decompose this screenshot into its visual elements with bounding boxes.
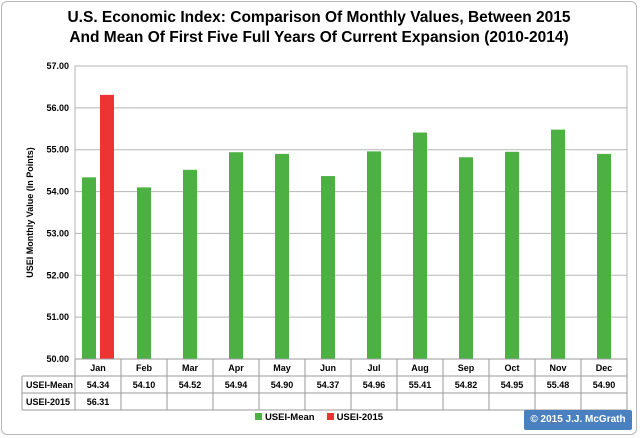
x-tick-label: Jan	[90, 363, 106, 373]
legend-item: USEI-2015	[326, 412, 384, 423]
data-label: 56.31	[87, 397, 110, 407]
data-label: 54.37	[317, 380, 340, 390]
x-tick-label: Nov	[549, 363, 566, 373]
table-series-label: USEI-2015	[26, 397, 70, 407]
data-label: 54.90	[271, 380, 294, 390]
x-tick-label: Dec	[596, 363, 613, 373]
data-label: 54.90	[593, 380, 616, 390]
data-label: 54.95	[501, 380, 524, 390]
x-tick-label: Aug	[411, 363, 429, 373]
x-tick-label: Sep	[458, 363, 475, 373]
data-label: 55.41	[409, 380, 432, 390]
data-label: 54.94	[225, 380, 248, 390]
bar-usei-mean	[413, 132, 427, 359]
bar-usei-mean	[275, 153, 289, 359]
chart-title: U.S. Economic Index: Comparison Of Month…	[2, 8, 636, 48]
bar-usei-mean	[367, 151, 381, 359]
bar-usei-mean	[505, 151, 519, 359]
x-tick-label: Feb	[136, 363, 153, 373]
bar-usei-2015	[100, 94, 114, 359]
x-tick-label: May	[273, 363, 291, 373]
chart-legend: USEI-Mean USEI-2015	[2, 412, 636, 423]
y-tick-label: 50.00	[46, 354, 69, 364]
y-tick-label: 51.00	[46, 312, 69, 322]
x-tick-label: Mar	[182, 363, 199, 373]
y-tick-label: 53.00	[46, 228, 69, 238]
data-label: 54.96	[363, 380, 386, 390]
chart-title-line-1: U.S. Economic Index: Comparison Of Month…	[67, 9, 571, 26]
x-tick-label: Jul	[367, 363, 380, 373]
y-tick-label: 54.00	[46, 187, 69, 197]
data-label: 54.10	[133, 380, 156, 390]
data-label: 55.48	[547, 380, 570, 390]
bar-usei-mean	[82, 177, 96, 359]
bar-usei-mean	[229, 152, 243, 359]
legend-swatch	[254, 413, 262, 420]
x-tick-label: Apr	[228, 363, 244, 373]
chart-title-line-2: And Mean Of First Five Full Years Of Cur…	[69, 29, 569, 46]
plot-area	[74, 65, 628, 360]
y-tick-label: 56.00	[46, 103, 69, 113]
x-tick-label: Jun	[320, 363, 336, 373]
data-label: 54.34	[87, 380, 110, 390]
y-axis-label: USEI Monthly Value (In Points)	[25, 147, 35, 278]
x-tick-label: Oct	[504, 363, 519, 373]
legend-label: USEI-Mean	[264, 412, 315, 423]
data-label: 54.82	[455, 380, 478, 390]
bar-usei-mean	[551, 129, 565, 359]
bar-usei-mean	[137, 187, 151, 359]
y-tick-label: 52.00	[46, 270, 69, 280]
bar-usei-mean	[459, 157, 473, 359]
bar-usei-mean	[597, 153, 611, 359]
copyright-badge: © 2015 J.J. McGrath	[524, 410, 632, 430]
data-label: 54.52	[179, 380, 202, 390]
y-tick-label: 57.00	[46, 61, 69, 71]
bar-usei-mean	[321, 176, 335, 359]
bar-usei-mean	[183, 169, 197, 359]
legend-swatch	[326, 413, 334, 420]
y-tick-label: 55.00	[46, 145, 69, 155]
legend-item: USEI-Mean	[254, 412, 315, 423]
table-series-label: USEI-Mean	[26, 380, 73, 390]
legend-label: USEI-2015	[336, 412, 384, 423]
